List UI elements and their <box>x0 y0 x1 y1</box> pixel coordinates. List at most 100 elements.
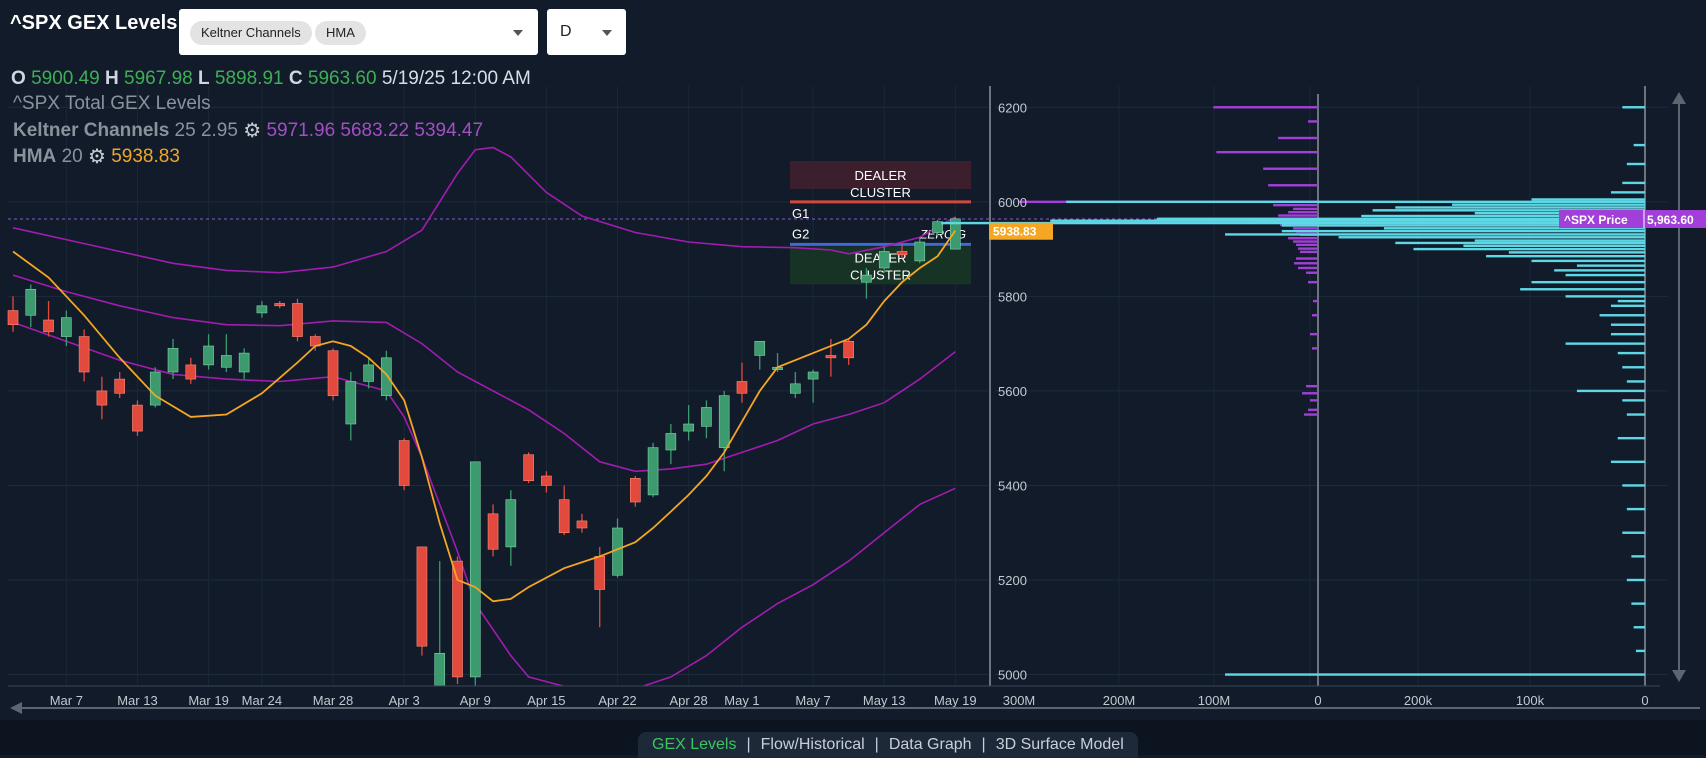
y-tick-label: 6200 <box>998 100 1027 115</box>
tab-3d-surface-model[interactable]: 3D Surface Model <box>995 736 1124 753</box>
candle-body <box>825 355 837 359</box>
volume-bar <box>1610 191 1645 194</box>
x-tick-label: May 7 <box>795 693 830 708</box>
page-title: ^SPX GEX Levels <box>10 12 178 34</box>
x-tick-label: Mar 24 <box>242 693 282 708</box>
volume-bar <box>1610 460 1645 464</box>
candle-body <box>238 352 250 373</box>
gex-bar <box>1216 150 1318 154</box>
volume-bar <box>1631 555 1645 558</box>
tab-data-graph[interactable]: Data Graph <box>888 736 972 753</box>
candle-body <box>754 340 766 356</box>
price-tag-value: 5,963.60 <box>1647 213 1694 227</box>
gex-bar <box>1293 207 1318 211</box>
candle-body <box>381 357 392 396</box>
gex-bar <box>1312 314 1318 317</box>
candle-body <box>292 303 303 337</box>
candle-body <box>398 440 410 486</box>
candle-body <box>878 251 890 269</box>
candle-body <box>790 383 801 394</box>
dealer-cluster-top-label: DEALER CLUSTER <box>850 168 911 200</box>
chevron-down-icon[interactable] <box>602 30 612 36</box>
legend-gex-label: ^SPX Total GEX Levels <box>13 93 211 114</box>
volume-bar <box>1413 247 1645 251</box>
volume-bar <box>1531 259 1645 263</box>
gex-bar <box>1298 247 1318 250</box>
y-tick-label: 5800 <box>998 289 1027 304</box>
low-value: 5898.91 <box>214 68 284 89</box>
volume-bar <box>1554 269 1645 272</box>
volume-bar <box>1626 380 1645 383</box>
price-tag-bg <box>1559 210 1706 229</box>
volume-bar <box>941 221 1645 225</box>
volume-bar <box>1631 602 1645 605</box>
indicator-select[interactable]: Keltner Channels HMA <box>179 9 538 55</box>
tab-flow-historical[interactable]: Flow/Historical <box>760 736 865 753</box>
candle-body <box>7 310 19 326</box>
g1-label: G1 <box>792 206 809 221</box>
hma-tag-bg <box>989 222 1053 240</box>
volume-bar <box>1225 233 1645 236</box>
legend-keltner-params: 25 2.95 <box>174 120 238 141</box>
chart-area[interactable]: DEALERCLUSTERDEALERCLUSTERG1G2ZERO G5000… <box>0 86 1706 720</box>
volume-bar <box>1531 198 1645 201</box>
gex-bar <box>1298 266 1318 270</box>
x-tick-label: Apr 28 <box>669 693 707 708</box>
candle-body <box>701 407 712 427</box>
tab-separator: | <box>874 736 879 753</box>
y-tick-label: 5200 <box>998 573 1027 588</box>
gear-icon[interactable]: ⚙ <box>243 120 262 142</box>
volume-bar <box>1066 200 1645 204</box>
candle-body <box>558 499 570 534</box>
gex-tick-label: 0 <box>1314 693 1321 708</box>
candle-body <box>505 499 517 548</box>
candle-body <box>78 336 90 373</box>
gear-icon[interactable]: ⚙ <box>87 146 106 168</box>
gex-bar <box>1293 227 1318 230</box>
candle-body <box>221 355 232 368</box>
volume-bar <box>1599 314 1645 317</box>
indicator-chip-keltner[interactable]: Keltner Channels <box>190 21 312 45</box>
candle-body <box>629 478 641 503</box>
candle-body <box>896 251 908 256</box>
indicator-chip-hma[interactable]: HMA <box>315 21 366 45</box>
legend-keltner: Keltner Channels 25 2.95 ⚙ 5971.96 5683.… <box>13 118 483 143</box>
candle-body <box>807 371 819 380</box>
volume-bar <box>1610 304 1645 308</box>
gex-tick-label: 100M <box>1198 693 1231 708</box>
volume-tick-label: 200k <box>1404 693 1433 708</box>
gex-bar <box>1288 211 1318 214</box>
gex-bar <box>1268 184 1318 187</box>
gex-bar <box>1306 384 1318 388</box>
x-tick-label: May 13 <box>863 693 906 708</box>
legend-hma-label: HMA <box>13 146 57 167</box>
y-tick-label: 5600 <box>998 384 1027 399</box>
volume-bar <box>1622 106 1645 109</box>
candle-body <box>487 513 499 550</box>
volume-bar <box>1281 224 1645 227</box>
y-tick-label: 5400 <box>998 478 1027 493</box>
x-tick-label: Mar 28 <box>313 693 353 708</box>
ohlc-readout: O 5900.49 H 5967.98 L 5898.91 C 5963.60 … <box>11 68 531 90</box>
timeframe-select[interactable]: D <box>547 9 626 55</box>
gex-bar <box>1278 136 1318 140</box>
low-label: L <box>198 68 210 89</box>
arrow-left-icon <box>10 702 22 714</box>
gex-bar <box>1308 280 1318 284</box>
chevron-down-icon[interactable] <box>513 30 523 36</box>
candle-body <box>718 395 730 448</box>
gex-bar <box>1296 243 1318 247</box>
x-tick-label: Mar 13 <box>117 693 157 708</box>
tab-gex-levels[interactable]: GEX Levels <box>652 736 737 753</box>
volume-bar <box>1361 214 1645 218</box>
axis-mask <box>0 686 1706 720</box>
candle-body <box>149 371 161 406</box>
x-tick-label: Apr 3 <box>389 693 420 708</box>
volume-bar <box>1617 351 1645 355</box>
keltner-lower-line <box>12 321 956 700</box>
volume-bar <box>1633 143 1645 147</box>
volume-bar <box>1383 227 1645 230</box>
candle-body <box>25 288 37 316</box>
volume-bar <box>1576 264 1645 267</box>
hma-line <box>12 230 957 603</box>
